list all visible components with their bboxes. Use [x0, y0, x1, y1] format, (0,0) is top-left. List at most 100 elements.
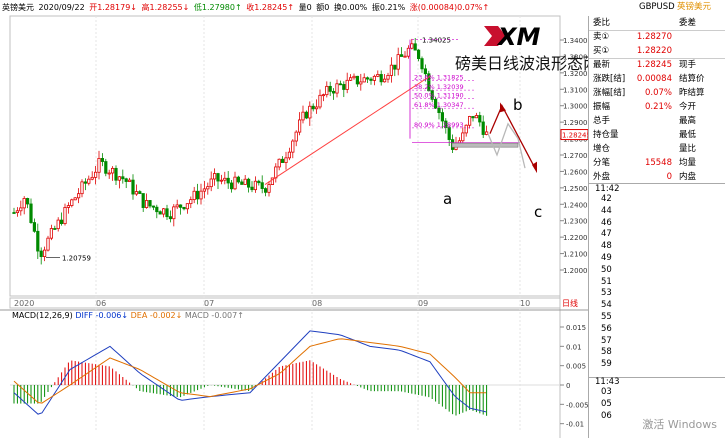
candle-body — [287, 151, 292, 159]
quote-label: 买① — [593, 46, 610, 56]
candle-body — [304, 111, 309, 119]
wave-label-c: c — [534, 203, 543, 221]
candle-body — [461, 132, 465, 142]
x-axis-ticks: 2020 06 07 08 09 10 — [14, 299, 530, 308]
candle-body — [270, 177, 275, 185]
x-tick-label: 08 — [312, 299, 322, 308]
tick-time: 55 — [601, 311, 612, 322]
tick-time: 57 — [601, 335, 612, 346]
x-tick-label: 07 — [204, 299, 214, 308]
candle-body — [12, 212, 16, 214]
candle-body — [236, 176, 240, 183]
wave-label-a: a — [443, 190, 453, 208]
candle-body — [481, 121, 485, 135]
candle-body — [73, 197, 77, 201]
y-tick-label: 1.29000 — [563, 119, 588, 127]
quote-label-right: 结算价 — [679, 74, 705, 84]
quote-value: 0 — [666, 172, 672, 182]
candle-body — [328, 85, 332, 92]
candle-body — [131, 179, 135, 195]
candle-body — [440, 112, 445, 122]
macd-series: 0.015 0.01 0.005 0 -0.005 -0.01 — [10, 324, 588, 429]
y-tick-label: 1.22000 — [563, 234, 588, 242]
quote-label: 增仓 — [593, 144, 611, 154]
macd-macd: MACD -0.007↑ — [184, 311, 244, 320]
change-value: 涨(0.00084)0.07%↑ — [409, 3, 490, 12]
quote-row: 委比 委差 — [589, 16, 725, 31]
tick-time: 03 — [601, 387, 612, 397]
quote-label: 总手 — [593, 116, 611, 126]
tick-divider-2 — [589, 377, 725, 378]
candle-body — [365, 77, 370, 80]
y-tick-label: 1.30000 — [563, 103, 588, 111]
arrow-head-b — [500, 102, 506, 113]
candle-body — [182, 206, 186, 210]
candle-body — [308, 105, 312, 119]
tick-time: 49 — [601, 252, 612, 263]
low-price-label: 1.20759 — [62, 255, 91, 263]
quote-value: 15548 — [644, 158, 672, 168]
macd-diff: DIFF -0.006↓ — [75, 311, 129, 320]
candle-body — [430, 90, 434, 100]
candle-body — [291, 140, 295, 153]
tick-time: 48 — [601, 241, 612, 252]
candle-body — [267, 184, 271, 193]
x-tick-label: 06 — [96, 299, 106, 308]
candle-body — [478, 115, 482, 123]
candle-body — [168, 216, 172, 220]
quote-row: 涨跌[结] 0.00084 结算价 — [589, 72, 725, 86]
open-value: 开1.28179↓ — [89, 3, 137, 12]
arrow-head-c — [532, 161, 537, 174]
y-tick-label: 1.27000 — [563, 152, 588, 160]
candle-body — [284, 157, 288, 163]
quote-label: 涨跌[结] — [593, 74, 626, 84]
candle-body — [178, 204, 183, 208]
quote-row: 买① 1.28220 — [589, 44, 725, 59]
quote-row: 最新 1.28245 现手 — [589, 58, 725, 72]
tick-time: 47 — [601, 229, 612, 240]
quote-header: 英镑美元 2020/09/22 开1.28179↓ 高1.28255↓ 低1.2… — [0, 0, 562, 16]
candle-body — [359, 81, 363, 85]
candle-body — [474, 115, 479, 119]
macd-tick-label: 0.01 — [566, 343, 582, 351]
candle-body — [53, 228, 57, 230]
y-tick-label: 1.34000 — [563, 37, 588, 45]
period-tab[interactable]: 日线 — [562, 299, 578, 308]
candle-body — [155, 206, 159, 213]
svg-text:XM: XM — [496, 23, 541, 50]
candle-body — [90, 176, 94, 180]
close-value: 收1.28245↑ — [246, 3, 295, 12]
tick-time: 50 — [601, 264, 612, 275]
macd-tick-label: 0.015 — [566, 324, 586, 332]
x-tick-label: 10 — [520, 299, 530, 308]
quote-label-right: 均量 — [679, 158, 697, 168]
candle-body — [301, 111, 305, 121]
quote-value: 1.28220 — [636, 46, 672, 56]
candle-body — [60, 219, 64, 225]
candle-body — [226, 177, 230, 184]
candle-body — [185, 203, 189, 210]
candle-body — [212, 173, 217, 180]
quote-label: 外盘 — [593, 172, 611, 182]
candle-body — [97, 158, 101, 173]
macd-tick-label: 0 — [566, 382, 570, 390]
macd-header: MACD(12,26,9) DIFF -0.006↓ DEA -0.002↓ M… — [12, 311, 244, 320]
candle-body — [250, 186, 254, 191]
y-tick-label: 1.32000 — [563, 70, 588, 78]
candle-body — [403, 55, 407, 58]
tick-time: 42 — [601, 194, 612, 204]
tick-list-1: 11:42 42 44 46 47 48 49 50 51 53 54 55 56 57 58 59 — [595, 184, 620, 371]
high-value: 高1.28255↓ — [141, 3, 190, 12]
quote-value: 1.28270 — [636, 32, 672, 42]
candle-body — [202, 188, 206, 192]
x-tick-label: 09 — [418, 299, 428, 308]
candle-body — [297, 119, 302, 133]
candle-body — [389, 64, 394, 76]
candle-body — [352, 75, 356, 79]
candle-body — [121, 176, 125, 180]
quote-value: 1.28245 — [636, 60, 672, 70]
candle-body — [260, 182, 264, 189]
current-price-box — [560, 129, 588, 141]
